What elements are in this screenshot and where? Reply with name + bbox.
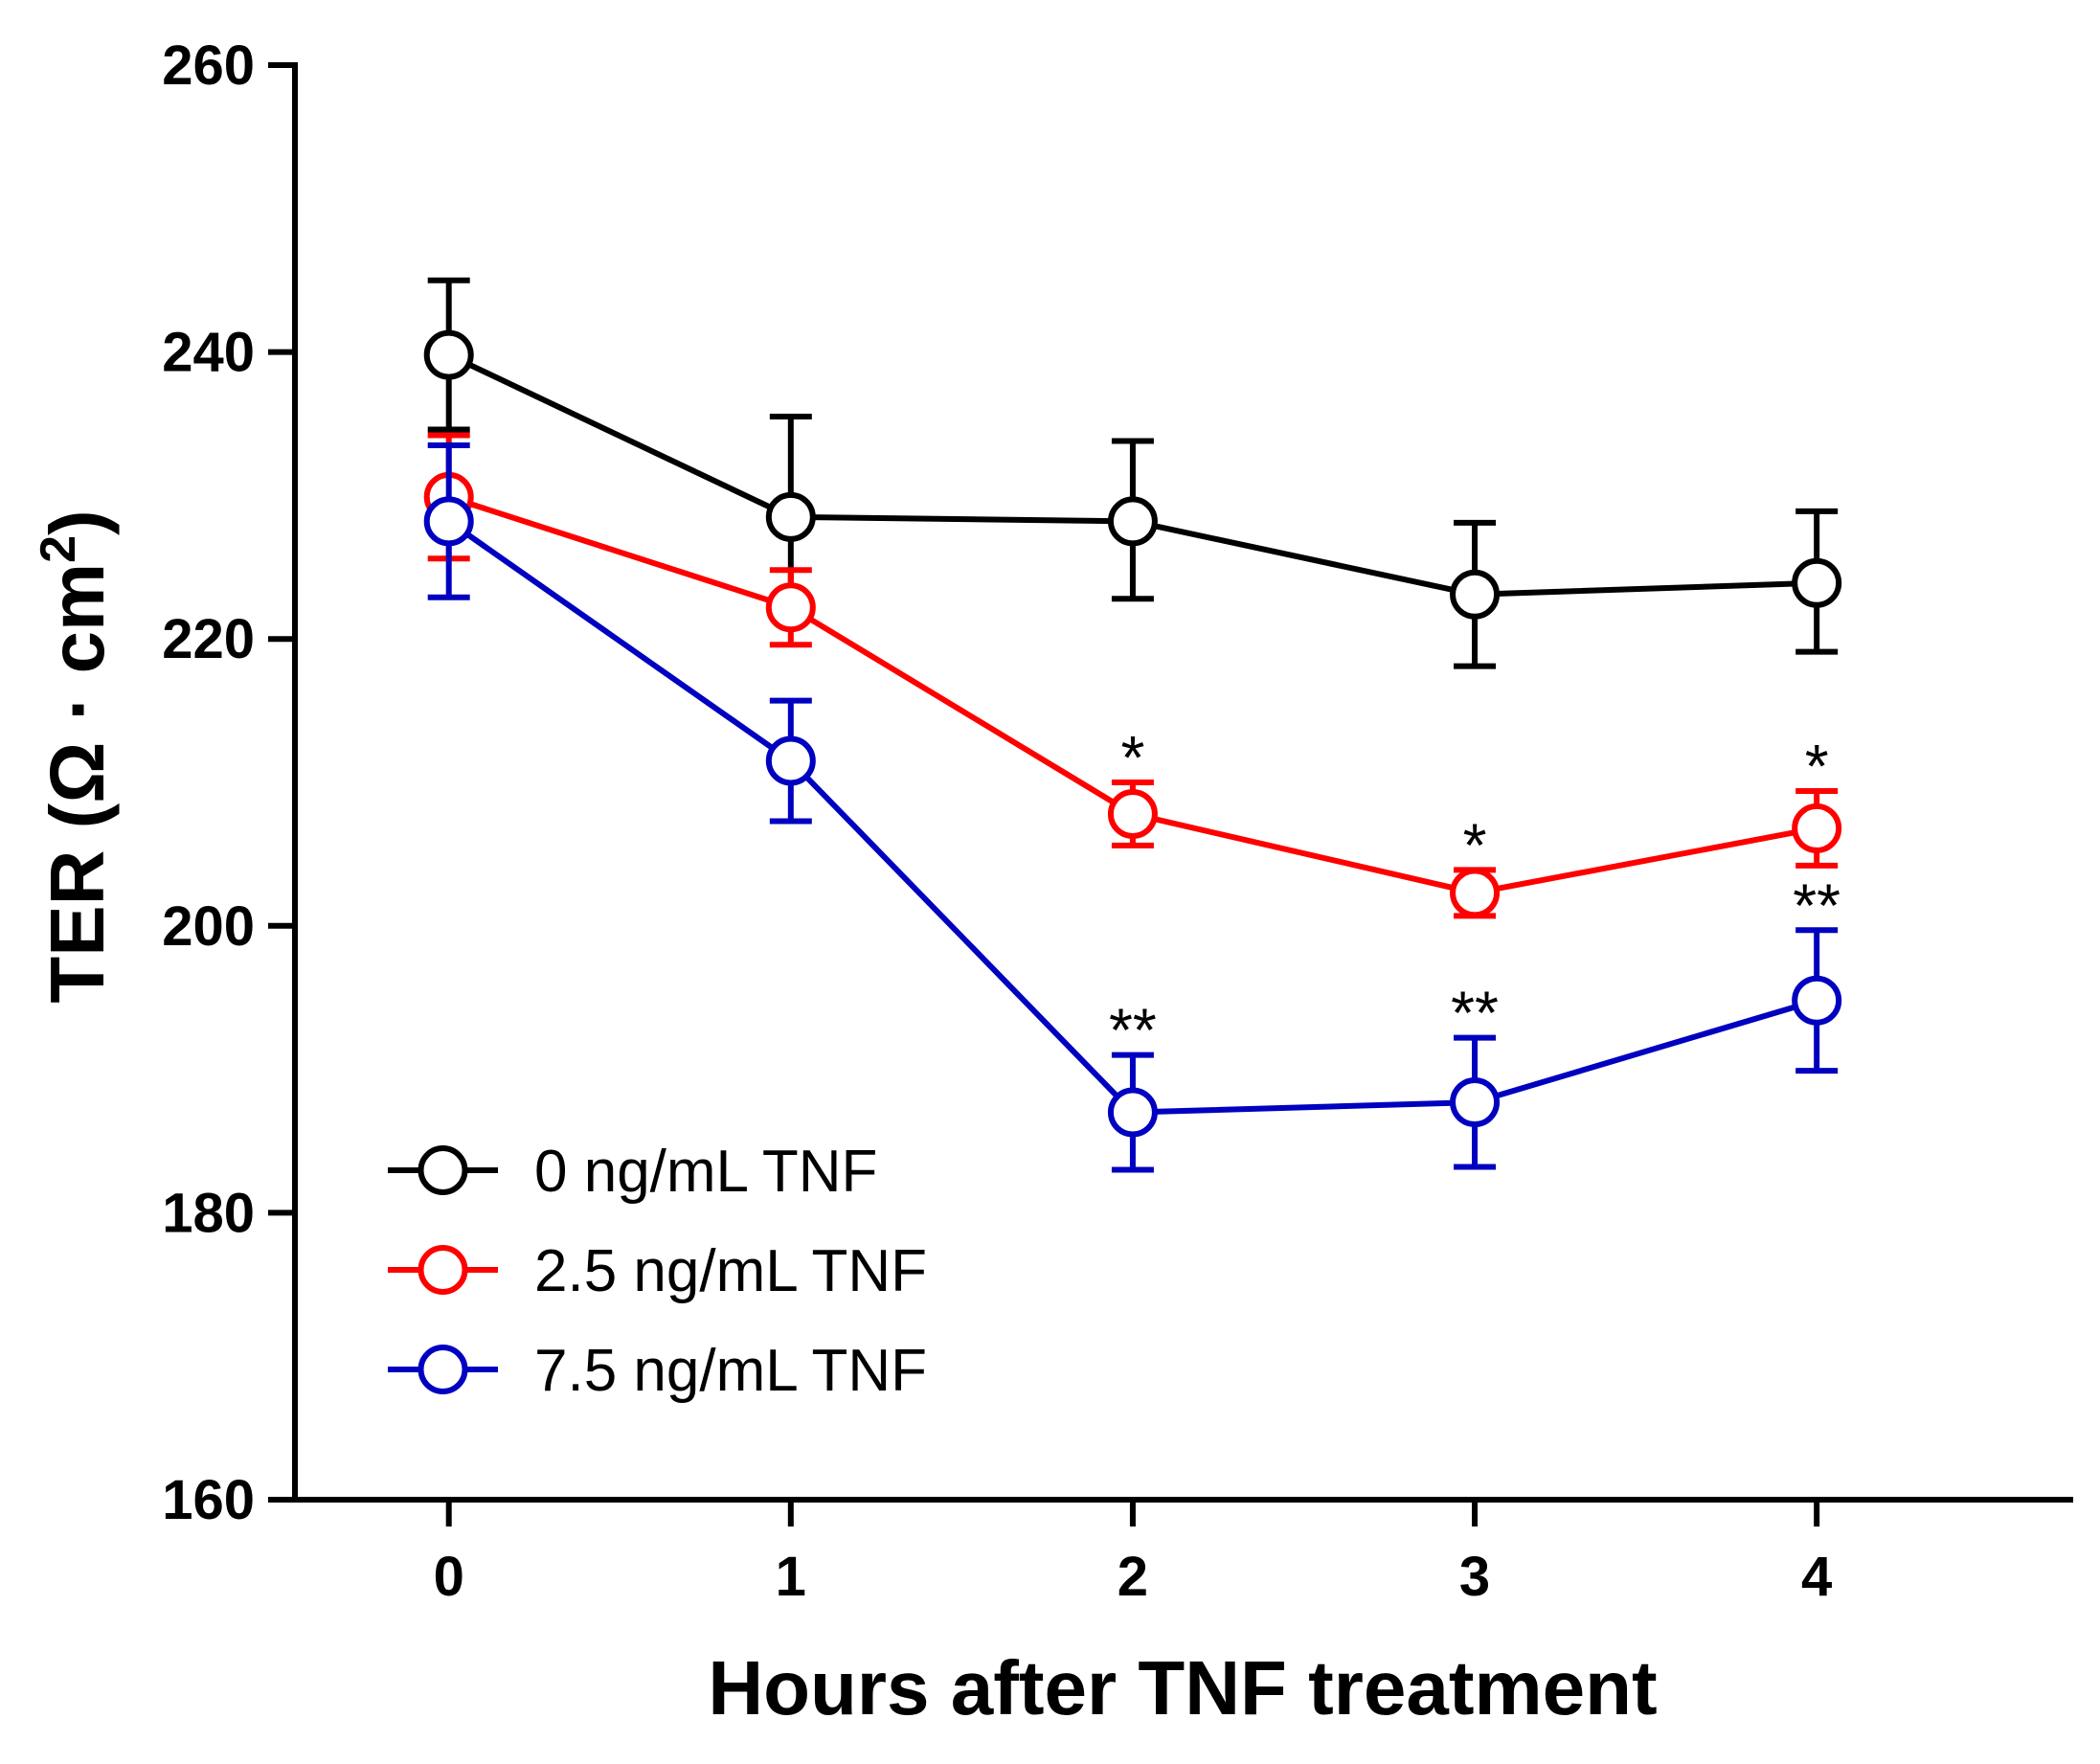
y-tick-label: 180	[162, 1182, 255, 1244]
y-tick-label: 220	[162, 608, 255, 670]
significance-label: *	[1463, 810, 1487, 879]
legend-swatch-marker	[418, 1345, 468, 1394]
data-point	[765, 491, 816, 542]
data-point	[1450, 569, 1501, 620]
x-tick-label: 0	[434, 1546, 464, 1608]
series-layer: ***** ****	[423, 277, 1842, 1173]
y-axis-title-superscript: 2	[31, 535, 86, 563]
legend-item: 2.5 ng/mL TNF	[388, 1238, 927, 1304]
legend-item: 0 ng/mL TNF	[388, 1139, 877, 1205]
y-tick-label: 200	[162, 895, 255, 958]
data-point	[1107, 788, 1158, 839]
data-point	[1450, 1077, 1501, 1128]
axes: 160 180 200 220 240 260 0 1 2 3 4	[162, 34, 2073, 1608]
data-point	[1792, 557, 1842, 608]
y-axis-title-main: TER (Ω · cm	[34, 563, 120, 1004]
series-2: ** ****	[423, 441, 1842, 1173]
significance-label: **	[1451, 979, 1499, 1048]
data-point	[1107, 1087, 1158, 1138]
legend: 0 ng/mL TNF 2.5 ng/mL TNF 7.5 ng/mL TNF	[388, 1139, 927, 1404]
significance-label: *	[1120, 723, 1144, 792]
series-1: * * *	[423, 432, 1842, 919]
y-tick-label: 240	[162, 322, 255, 384]
y-tick-label: 160	[162, 1469, 255, 1531]
legend-swatch-marker	[418, 1245, 468, 1295]
data-point	[765, 735, 816, 786]
legend-swatch-marker	[418, 1145, 468, 1195]
y-axis-title-close: )	[34, 509, 120, 535]
y-tick-label: 260	[162, 34, 255, 97]
data-point	[1107, 496, 1158, 547]
significance-label: **	[1793, 871, 1840, 939]
significance-label: **	[1109, 996, 1157, 1065]
x-tick-label: 2	[1118, 1546, 1148, 1608]
legend-label: 7.5 ng/mL TNF	[534, 1338, 927, 1404]
data-point	[1450, 868, 1501, 918]
data-point	[423, 496, 474, 547]
legend-label: 0 ng/mL TNF	[534, 1139, 877, 1205]
x-axis-title: Hours after TNF treatment	[708, 1645, 1657, 1730]
legend-label: 2.5 ng/mL TNF	[534, 1238, 927, 1304]
y-axis-title: TER (Ω · cm2)	[31, 509, 120, 1003]
x-tick-label: 1	[776, 1546, 806, 1608]
series-0	[423, 277, 1842, 669]
data-point	[1792, 803, 1842, 853]
data-point	[765, 582, 816, 633]
significance-label: *	[1805, 732, 1829, 801]
data-point	[1792, 975, 1842, 1026]
data-point	[423, 329, 474, 380]
x-tick-label: 3	[1459, 1546, 1490, 1608]
x-tick-label: 4	[1801, 1546, 1832, 1608]
legend-item: 7.5 ng/mL TNF	[388, 1338, 927, 1404]
